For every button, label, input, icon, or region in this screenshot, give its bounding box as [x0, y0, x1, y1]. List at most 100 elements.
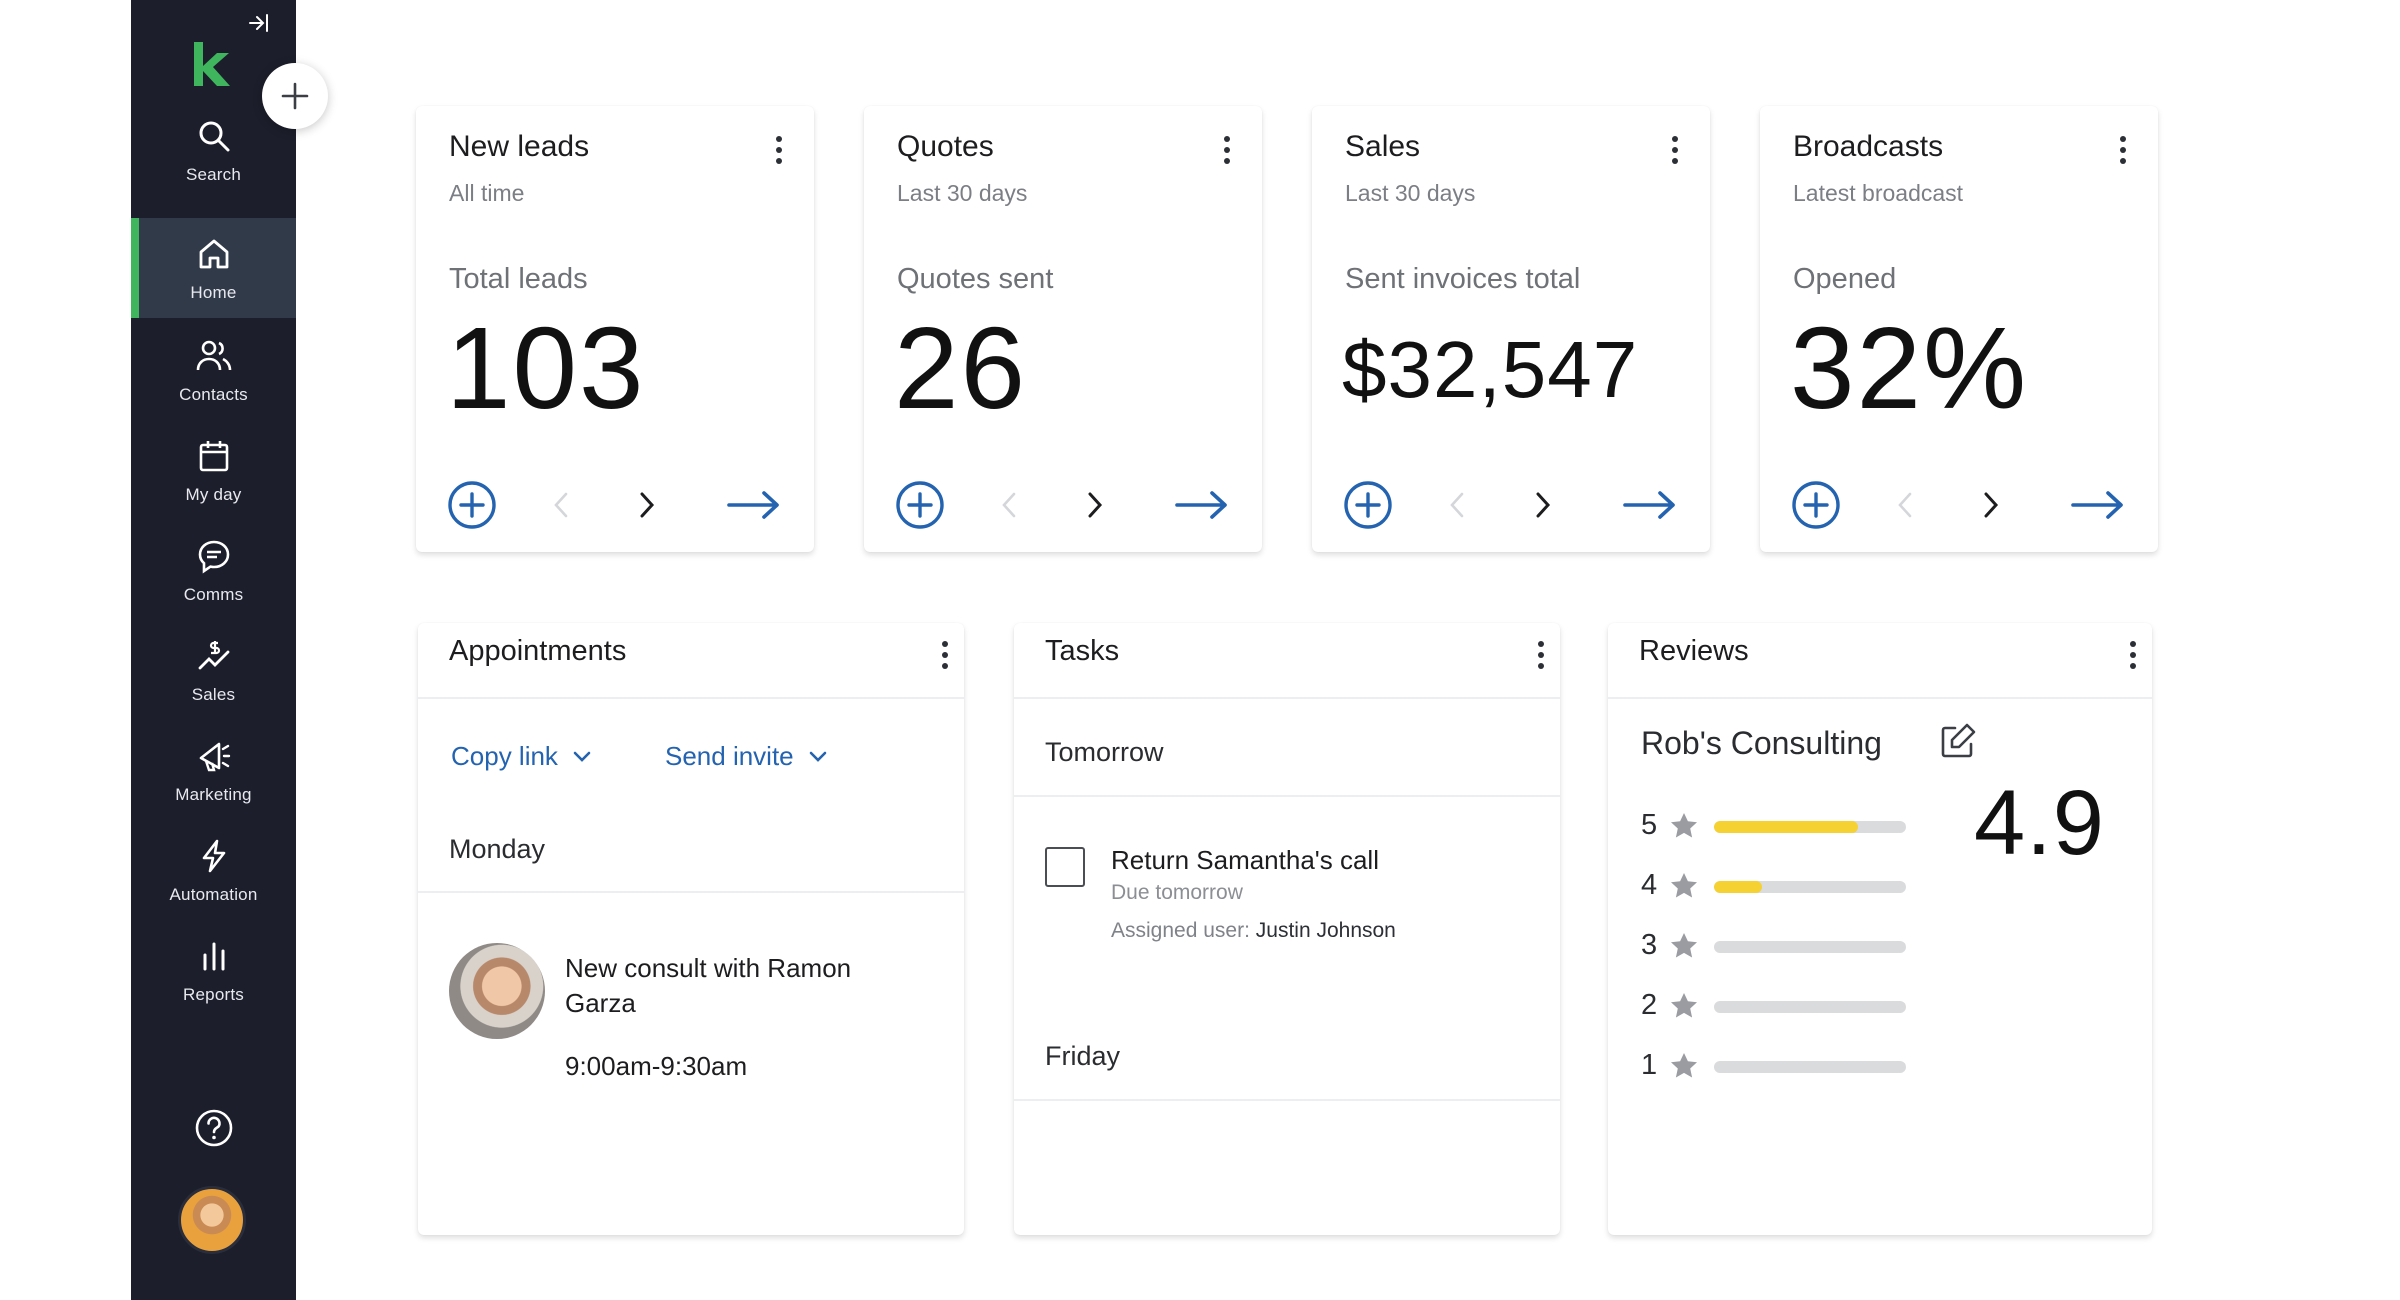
more-options-icon[interactable] — [934, 635, 956, 675]
rating-bar — [1714, 1061, 1906, 1073]
reviews-card: Reviews Rob's Consulting 5 4 3 2 1 4.9 — [1608, 623, 2152, 1235]
chevron-left-icon[interactable] — [994, 479, 1024, 531]
arrow-right-icon[interactable] — [1170, 479, 1234, 531]
metric-label: Opened — [1793, 263, 1897, 295]
keap-logo-icon[interactable] — [186, 38, 236, 88]
business-name: Rob's Consulting — [1641, 725, 1882, 761]
sidebar-item-label: Contacts — [179, 385, 248, 404]
divider — [1014, 1099, 1560, 1101]
divider — [418, 697, 964, 699]
edit-icon[interactable] — [1936, 719, 1980, 763]
arrow-right-icon[interactable] — [1618, 479, 1682, 531]
divider — [418, 891, 964, 893]
sidebar-item-label: Reports — [183, 985, 244, 1004]
rating-row-4: 4 — [1641, 867, 1941, 907]
day-heading: Monday — [449, 834, 546, 864]
copy-link-button[interactable]: Copy link — [451, 741, 592, 772]
chevron-down-icon — [809, 751, 826, 762]
sidebar-item-marketing[interactable]: Marketing — [131, 720, 296, 820]
card-title: Tasks — [1045, 635, 1120, 667]
kpi-card-quotes: Quotes Last 30 days Quotes sent 26 — [864, 106, 1262, 552]
appointment-title: New consult with Ramon Garza — [565, 953, 852, 1019]
rating-stars: 5 — [1641, 809, 1658, 841]
sidebar-item-comms[interactable]: Comms — [131, 520, 296, 620]
chevron-left-icon[interactable] — [1442, 479, 1472, 531]
rating-stars: 4 — [1641, 869, 1658, 901]
metric-value: $32,547 — [1342, 325, 1639, 414]
rating-bar — [1714, 1001, 1906, 1013]
sidebar-item-sales[interactable]: Sales — [131, 620, 296, 720]
rating-bar-fill — [1714, 881, 1762, 893]
sidebar-item-label: Search — [185, 165, 242, 184]
sidebar-item-search[interactable]: Search — [131, 100, 296, 200]
rating-stars: 1 — [1641, 1049, 1658, 1081]
chevron-left-icon[interactable] — [546, 479, 576, 531]
task-assigned: Assigned user: Justin Johnson — [1111, 919, 1396, 943]
more-options-icon[interactable] — [2122, 635, 2144, 675]
rating-row-2: 2 — [1641, 987, 1941, 1027]
card-actions — [446, 479, 786, 531]
task-title[interactable]: Return Samantha's call — [1111, 845, 1379, 875]
appointment-time: 9:00am-9:30am — [565, 1051, 748, 1081]
chat-icon — [193, 535, 235, 577]
chevron-right-icon[interactable] — [1528, 479, 1558, 531]
bar-chart-icon — [193, 935, 235, 977]
more-options-icon[interactable] — [2112, 130, 2134, 170]
star-icon — [1671, 873, 1697, 898]
card-subtitle: Last 30 days — [897, 180, 1028, 206]
chevron-right-icon[interactable] — [1080, 479, 1110, 531]
help-icon[interactable] — [193, 1107, 235, 1149]
more-options-icon[interactable] — [1664, 130, 1686, 170]
add-circle-icon[interactable] — [1790, 479, 1842, 531]
metric-label: Sent invoices total — [1345, 263, 1581, 295]
rating-row-5: 5 — [1641, 807, 1941, 847]
task-checkbox[interactable] — [1045, 847, 1085, 887]
rating-bar-fill — [1714, 821, 1858, 833]
sidebar-item-label: Sales — [191, 685, 236, 704]
collapse-sidebar-icon[interactable] — [244, 10, 274, 36]
sidebar-item-reports[interactable]: Reports — [131, 920, 296, 1020]
sidebar-item-automation[interactable]: Automation — [131, 820, 296, 920]
divider — [1014, 795, 1560, 797]
sidebar-item-contacts[interactable]: Contacts — [131, 320, 296, 420]
quick-add-button[interactable] — [262, 63, 328, 129]
more-options-icon[interactable] — [768, 130, 790, 170]
sidebar-item-label: My day — [185, 485, 242, 504]
send-invite-button[interactable]: Send invite — [665, 741, 828, 772]
rating-row-1: 1 — [1641, 1047, 1941, 1087]
day-heading: Tomorrow — [1045, 737, 1164, 767]
divider — [1608, 697, 2152, 699]
arrow-right-icon[interactable] — [722, 479, 786, 531]
chevron-right-icon[interactable] — [632, 479, 662, 531]
sidebar-item-label: Marketing — [175, 785, 252, 804]
rating-row-3: 3 — [1641, 927, 1941, 967]
add-circle-icon[interactable] — [446, 479, 498, 531]
add-circle-icon[interactable] — [1342, 479, 1394, 531]
card-title: Appointments — [449, 635, 627, 667]
sidebar-item-my-day[interactable]: My day — [131, 420, 296, 520]
chevron-left-icon[interactable] — [1890, 479, 1920, 531]
card-title: Sales — [1345, 130, 1421, 163]
chevron-down-icon — [573, 751, 591, 762]
card-title: Broadcasts — [1793, 130, 1944, 163]
sidebar: Search Home Contacts My day Comms Sales — [131, 0, 296, 1300]
metric-value: 103 — [446, 303, 646, 433]
appointment-item[interactable]: New consult with Ramon Garza 9:00am-9:30… — [449, 943, 929, 1093]
chevron-right-icon[interactable] — [1976, 479, 2006, 531]
metric-value: 32% — [1790, 303, 2029, 433]
add-circle-icon[interactable] — [894, 479, 946, 531]
arrow-right-icon[interactable] — [2066, 479, 2130, 531]
user-avatar[interactable] — [178, 1186, 246, 1254]
task-due: Due tomorrow — [1111, 881, 1243, 904]
rating-bar — [1714, 821, 1906, 833]
sidebar-item-home[interactable]: Home — [131, 218, 296, 318]
card-subtitle: All time — [449, 180, 525, 206]
card-actions — [894, 479, 1234, 531]
rating-bar — [1714, 881, 1906, 893]
calendar-icon — [193, 435, 235, 477]
more-options-icon[interactable] — [1530, 635, 1552, 675]
sidebar-item-label: Automation — [169, 885, 258, 904]
more-options-icon[interactable] — [1216, 130, 1238, 170]
star-icon — [1671, 933, 1697, 958]
rating-stars: 3 — [1641, 929, 1658, 961]
